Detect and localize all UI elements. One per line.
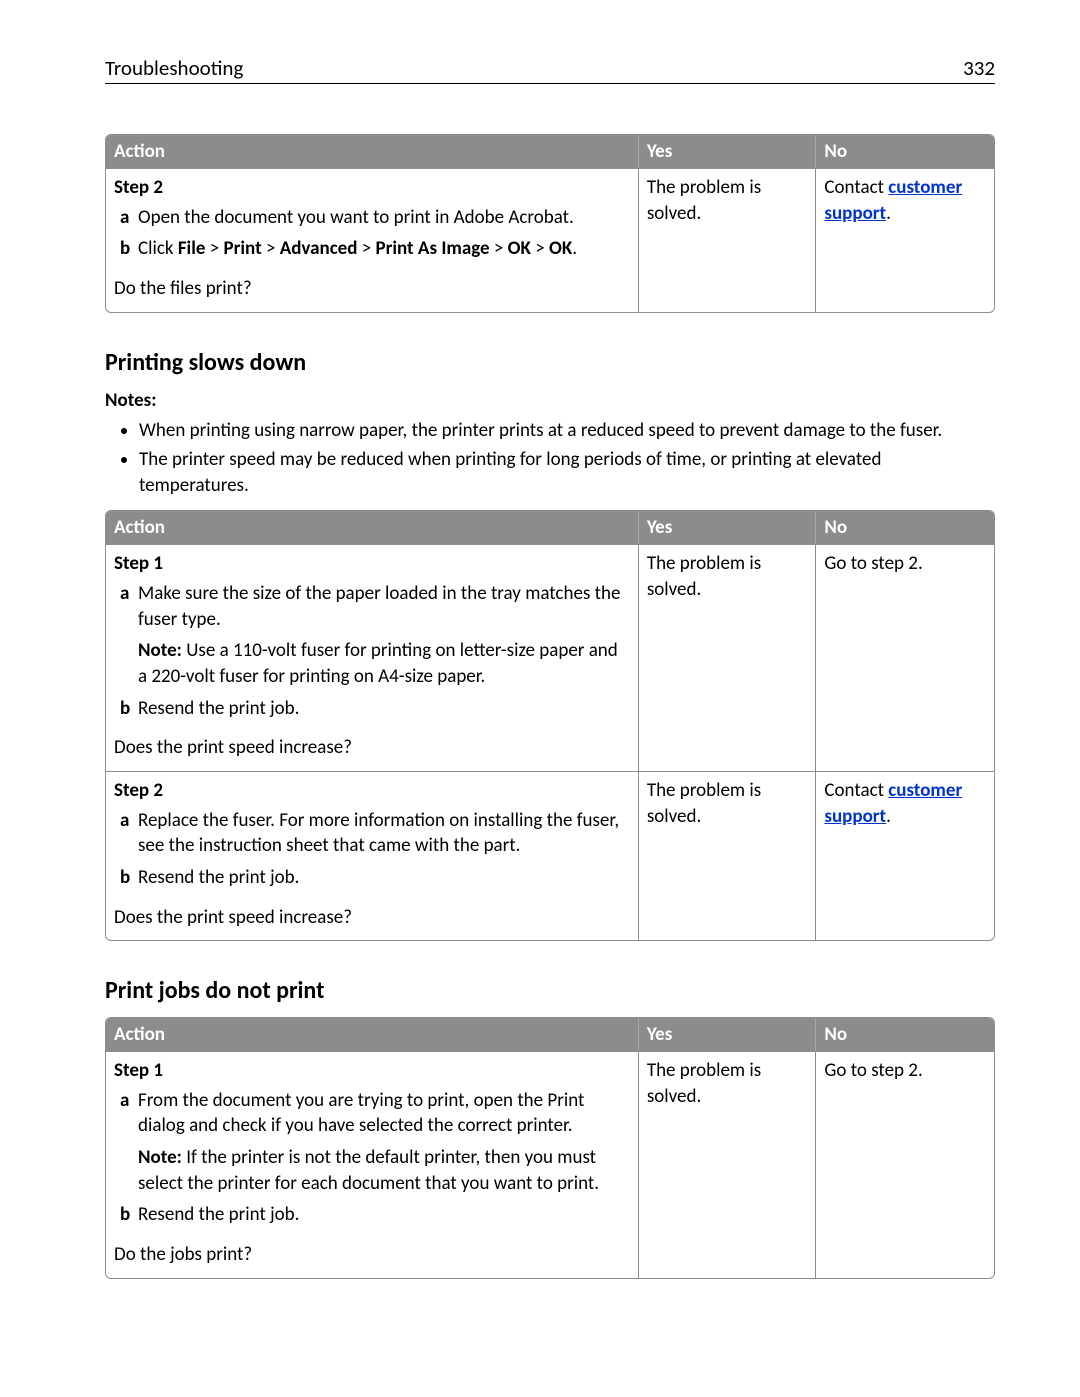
- step-question: Do the files print?: [114, 276, 630, 302]
- cell-action: Step 2 a Open the document you want to p…: [106, 168, 639, 312]
- step-label: Step 1: [114, 1058, 630, 1084]
- sub-step-b: b Resend the print job.: [114, 696, 630, 722]
- table-header-row: Action Yes No: [106, 135, 994, 168]
- sub-step-b: b Click File > Print > Advanced > Print …: [114, 236, 630, 262]
- sub-step-text: Resend the print job.: [138, 1202, 630, 1228]
- sub-step-list: a From the document you are trying to pr…: [114, 1088, 630, 1228]
- sub-step-b: b Resend the print job.: [114, 865, 630, 891]
- th-action: Action: [106, 1018, 639, 1051]
- sub-step-marker: b: [114, 696, 138, 722]
- th-action: Action: [106, 511, 639, 544]
- sub-step-text: Resend the print job.: [138, 696, 630, 722]
- step-label: Step 2: [114, 778, 630, 804]
- sub-step-list: a Replace the fuser. For more informatio…: [114, 808, 630, 891]
- step-question: Does the print speed increase?: [114, 905, 630, 931]
- th-yes: Yes: [639, 135, 817, 168]
- sub-step-marker: a: [114, 1088, 138, 1139]
- cell-yes: The problem is solved.: [639, 544, 817, 770]
- sub-step-text: Resend the print job.: [138, 865, 630, 891]
- cell-action: Step 2 a Replace the fuser. For more inf…: [106, 771, 639, 940]
- sub-step-marker: [114, 1145, 138, 1196]
- cell-yes: The problem is solved.: [639, 771, 817, 940]
- sub-step-marker: a: [114, 205, 138, 231]
- sub-step-marker: b: [114, 1202, 138, 1228]
- th-no: No: [816, 135, 994, 168]
- sub-step-text: Click File > Print > Advanced > Print As…: [138, 236, 630, 262]
- table-printing-slows: Action Yes No Step 1 a Make sure the siz…: [105, 510, 995, 941]
- cell-no: Go to step 2.: [816, 1051, 994, 1277]
- table-row: Step 1 a From the document you are tryin…: [106, 1051, 994, 1277]
- th-no: No: [816, 511, 994, 544]
- running-header: Troubleshooting 332: [105, 55, 995, 84]
- sub-step-note: Note: If the printer is not the default …: [114, 1145, 630, 1196]
- step-label: Step 1: [114, 551, 630, 577]
- table-step2-acrobat: Action Yes No Step 2 a Open the document…: [105, 134, 995, 313]
- sub-step-list: a Open the document you want to print in…: [114, 205, 630, 262]
- sub-step-a: a Open the document you want to print in…: [114, 205, 630, 231]
- sub-step-list: a Make sure the size of the paper loaded…: [114, 581, 630, 721]
- sub-step-text: Make sure the size of the paper loaded i…: [138, 581, 630, 632]
- no-prefix: Contact: [824, 779, 888, 802]
- th-yes: Yes: [639, 511, 817, 544]
- table-row: Step 2 a Replace the fuser. For more inf…: [106, 771, 994, 940]
- table-row: Step 2 a Open the document you want to p…: [106, 168, 994, 312]
- sub-step-text: Open the document you want to print in A…: [138, 205, 630, 231]
- b-suffix: .: [572, 237, 577, 260]
- sub-step-a: a From the document you are trying to pr…: [114, 1088, 630, 1139]
- note-item: The printer speed may be reduced when pr…: [139, 447, 995, 498]
- b-crumbs: File > Print > Advanced > Print As Image…: [178, 237, 572, 260]
- table-header-row: Action Yes No: [106, 1018, 994, 1051]
- sub-step-a: a Make sure the size of the paper loaded…: [114, 581, 630, 632]
- no-prefix: Contact: [824, 176, 888, 199]
- sub-step-marker: [114, 638, 138, 689]
- runhead-page-number: 332: [963, 55, 995, 81]
- cell-yes: The problem is solved.: [639, 1051, 817, 1277]
- notes-list: When printing using narrow paper, the pr…: [105, 418, 995, 499]
- sub-step-text: Replace the fuser. For more information …: [138, 808, 630, 859]
- note-lead: Note:: [138, 1146, 182, 1169]
- sub-step-note-text: Note: Use a 110-volt fuser for printing …: [138, 638, 630, 689]
- sub-step-a: a Replace the fuser. For more informatio…: [114, 808, 630, 859]
- no-suffix: .: [886, 202, 891, 225]
- note-body: Use a 110-volt fuser for printing on let…: [138, 639, 618, 688]
- th-yes: Yes: [639, 1018, 817, 1051]
- notes-label: Notes:: [105, 389, 995, 412]
- sub-step-marker: b: [114, 865, 138, 891]
- runhead-title: Troubleshooting: [105, 55, 243, 81]
- step-question: Do the jobs print?: [114, 1242, 630, 1268]
- sub-step-b: b Resend the print job.: [114, 1202, 630, 1228]
- note-body: If the printer is not the default printe…: [138, 1146, 599, 1195]
- table-print-jobs: Action Yes No Step 1 a From the document…: [105, 1017, 995, 1278]
- step-label: Step 2: [114, 175, 630, 201]
- section-heading-printing-slows-down: Printing slows down: [105, 348, 995, 377]
- page: Troubleshooting 332 Action Yes No Step 2…: [0, 0, 1080, 1369]
- sub-step-marker: a: [114, 581, 138, 632]
- cell-yes: The problem is solved.: [639, 168, 817, 312]
- cell-no: Contact customer support.: [816, 168, 994, 312]
- cell-no: Go to step 2.: [816, 544, 994, 770]
- note-item: When printing using narrow paper, the pr…: [139, 418, 995, 444]
- th-no: No: [816, 1018, 994, 1051]
- cell-action: Step 1 a From the document you are tryin…: [106, 1051, 639, 1277]
- sub-step-text: From the document you are trying to prin…: [138, 1088, 630, 1139]
- no-suffix: .: [886, 805, 891, 828]
- sub-step-marker: a: [114, 808, 138, 859]
- table-row: Step 1 a Make sure the size of the paper…: [106, 544, 994, 770]
- sub-step-note: Note: Use a 110-volt fuser for printing …: [114, 638, 630, 689]
- cell-no: Contact customer support.: [816, 771, 994, 940]
- step-question: Does the print speed increase?: [114, 735, 630, 761]
- th-action: Action: [106, 135, 639, 168]
- sub-step-note-text: Note: If the printer is not the default …: [138, 1145, 630, 1196]
- b-prefix: Click: [138, 237, 178, 260]
- note-lead: Note:: [138, 639, 182, 662]
- table-header-row: Action Yes No: [106, 511, 994, 544]
- sub-step-marker: b: [114, 236, 138, 262]
- cell-action: Step 1 a Make sure the size of the paper…: [106, 544, 639, 770]
- section-heading-print-jobs: Print jobs do not print: [105, 976, 995, 1005]
